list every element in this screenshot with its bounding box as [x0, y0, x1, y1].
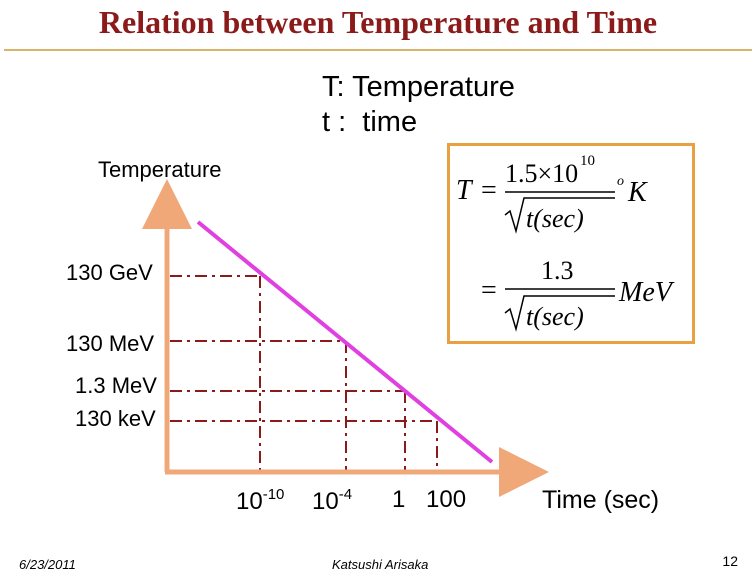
formula-box: T = 1.5×10 10 t(sec) o K = 1.3 t(sec) Me… — [447, 143, 695, 344]
formula-denominator-1: t(sec) — [526, 204, 584, 233]
legend-line-time: t : time — [322, 106, 418, 138]
x-label-100: 100 — [426, 486, 467, 513]
slide-title: Relation between Temperature and Time — [98, 4, 658, 40]
y-label-1-3mev: 1.3 MeV — [75, 373, 157, 398]
formula-lhs: T — [456, 175, 474, 206]
x-label-1: 1 — [392, 486, 406, 513]
y-label-130kev: 130 keV — [75, 406, 156, 431]
y-axis-title: Temperature — [98, 157, 222, 182]
formula-unit-mev: MeV — [618, 277, 675, 308]
formula-numerator-2: 1.3 — [541, 256, 574, 285]
formula-equals-2: = — [481, 275, 497, 306]
temperature-time-line — [196, 220, 494, 464]
y-label-130mev: 130 MeV — [66, 331, 155, 356]
formula-unit-kelvin: K — [627, 177, 648, 208]
page-number: 12 — [722, 553, 738, 569]
footer-date: 6/23/2011 — [19, 557, 76, 572]
y-label-130gev: 130 GeV — [66, 260, 153, 285]
x-label-1e-4: 10-4 — [312, 486, 353, 515]
x-axis-title: Time (sec) — [542, 486, 660, 514]
variable-legend: T: Temperature t : time — [322, 70, 515, 140]
x-label-1e-10: 10-10 — [236, 486, 285, 515]
legend-line-temperature: T: Temperature — [322, 71, 515, 103]
formula-svg: T = 1.5×10 10 t(sec) o K = 1.3 t(sec) Me… — [456, 153, 675, 332]
title-divider — [4, 49, 752, 51]
formula-numerator-1: 1.5×10 — [505, 159, 578, 188]
formula-degree: o — [617, 174, 624, 189]
footer-author: Katsushi Arisaka — [332, 557, 429, 572]
formula-denominator-2: t(sec) — [526, 302, 584, 331]
formula-equals-1: = — [481, 175, 497, 206]
formula-numerator-1-exp: 10 — [580, 153, 595, 169]
